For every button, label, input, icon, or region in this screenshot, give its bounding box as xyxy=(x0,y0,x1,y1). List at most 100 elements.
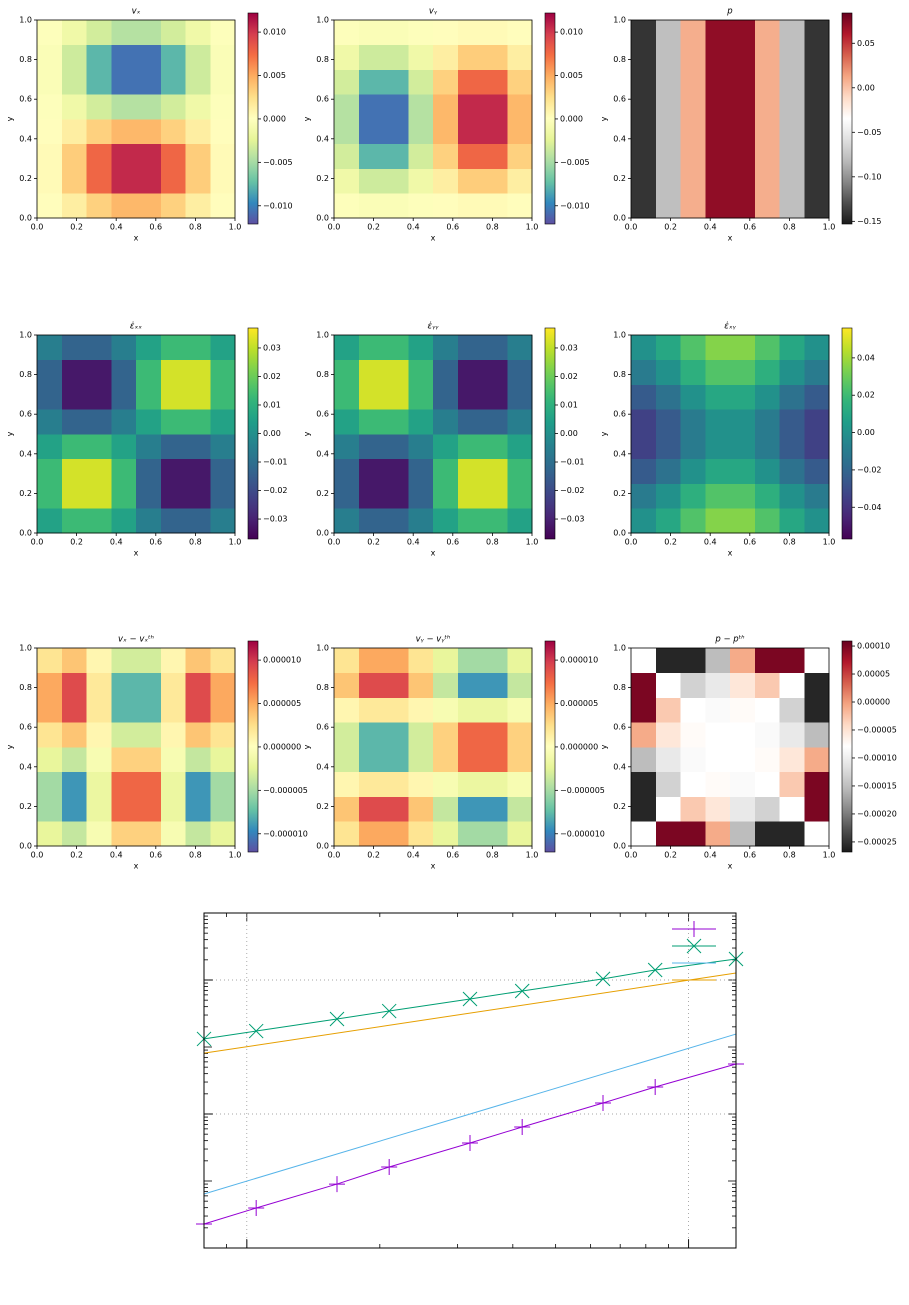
y-tick-label: 1.0 xyxy=(613,644,626,653)
heatmap-cell xyxy=(86,94,112,120)
heatmap-cell xyxy=(185,168,211,194)
heatmap-cell xyxy=(37,94,63,120)
heatmap-cell xyxy=(408,648,434,674)
heatmap-cell xyxy=(507,722,533,748)
heatmap-cell xyxy=(136,335,162,361)
heatmap-cell xyxy=(408,143,434,169)
y-tick-label: 0.4 xyxy=(19,762,32,771)
y-tick-label: 0.0 xyxy=(316,842,329,851)
y-tick-label: 0.0 xyxy=(316,214,329,223)
heatmap-cell xyxy=(804,143,830,169)
colorbar-tick-label: −0.000005 xyxy=(560,786,605,795)
heatmap-cell xyxy=(655,434,681,460)
y-tick-label: 0.8 xyxy=(613,683,626,692)
heatmap-cell xyxy=(482,168,508,194)
heatmap-cell xyxy=(383,335,409,361)
heatmap-cell xyxy=(408,119,434,145)
heatmap-cell xyxy=(457,335,483,361)
heatmap-cell xyxy=(86,384,112,410)
heatmap-cell xyxy=(631,359,657,385)
heatmap-cell xyxy=(185,94,211,120)
data-point xyxy=(248,1023,264,1039)
colorbar-tick-label: −0.00015 xyxy=(857,781,897,790)
colorbar-tick-label: 0.01 xyxy=(560,400,578,409)
heatmap-cell xyxy=(804,747,830,773)
heatmap-cell xyxy=(705,384,731,410)
heatmap-cell xyxy=(705,193,731,219)
colorbar-tick-label: 0.000010 xyxy=(263,656,301,665)
heatmap-cell xyxy=(705,94,731,120)
heatmap-cell xyxy=(61,94,87,120)
x-tick-label: 0.8 xyxy=(189,538,202,547)
heatmap-cell xyxy=(408,335,434,361)
heatmap-cell xyxy=(61,168,87,194)
heatmap-cell xyxy=(507,483,533,509)
heatmap-cell xyxy=(730,20,756,46)
plot-frame xyxy=(203,912,737,1249)
colorbar-tick-label: −0.010 xyxy=(560,201,590,210)
x-tick-label: 0.2 xyxy=(664,538,677,547)
heatmap-cell xyxy=(37,335,63,361)
colorbar-tick-label: −0.02 xyxy=(560,486,585,495)
colorbar-tick-label: 0.000005 xyxy=(263,699,301,708)
x-tick-label: 0.4 xyxy=(110,223,123,232)
heatmap-cell xyxy=(433,821,459,847)
x-tick-label: 0.8 xyxy=(486,538,499,547)
heatmap-cell xyxy=(160,796,186,822)
heatmap-cell xyxy=(358,168,384,194)
heatmap-cell xyxy=(111,672,137,698)
data-point xyxy=(647,962,663,978)
x-tick-label: 0.2 xyxy=(367,223,380,232)
heatmap-cell xyxy=(433,796,459,822)
x-axis-label: x xyxy=(134,234,139,243)
heatmap-cell xyxy=(655,168,681,194)
y-tick-label: 0.2 xyxy=(613,489,626,498)
colorbar-tick-label: 0.03 xyxy=(263,343,281,352)
series-line xyxy=(203,1033,737,1195)
heatmap-cell xyxy=(804,821,830,847)
heatmap-cell xyxy=(507,119,533,145)
heatmap-cell xyxy=(358,143,384,169)
x-tick-label: 0.0 xyxy=(328,223,341,232)
heatmap-cell xyxy=(779,193,805,219)
y-tick-label: 0.2 xyxy=(316,802,329,811)
y-tick-label: 0.4 xyxy=(613,449,626,458)
heatmap-cell xyxy=(111,697,137,723)
heatmap-cell xyxy=(160,384,186,410)
heatmap-cell xyxy=(680,672,706,698)
heatmap-cell xyxy=(730,648,756,674)
heatmap-cell xyxy=(754,359,780,385)
heatmap-cell xyxy=(804,44,830,70)
heatmap-cell xyxy=(804,335,830,361)
colorbar-tick-label: 0.02 xyxy=(560,372,578,381)
heatmap-cell xyxy=(655,119,681,145)
heatmap-cell xyxy=(111,508,137,534)
heatmap-cell xyxy=(136,20,162,46)
heatmap-cell xyxy=(86,697,112,723)
y-tick-label: 0.6 xyxy=(613,95,626,104)
colorbar-tick-label: −0.00025 xyxy=(857,837,897,846)
heatmap-cell xyxy=(730,335,756,361)
y-tick-label: 1.0 xyxy=(19,331,32,340)
x-tick-label: 0.0 xyxy=(328,538,341,547)
heatmap-cell xyxy=(111,796,137,822)
heatmap-cell xyxy=(334,508,360,534)
heatmap-cell xyxy=(507,648,533,674)
y-tick-label: 0.0 xyxy=(613,214,626,223)
heatmap-cell xyxy=(457,143,483,169)
heatmap-cell xyxy=(433,483,459,509)
heatmap-cell xyxy=(185,722,211,748)
heatmap-cell xyxy=(705,747,731,773)
heatmap-cell xyxy=(37,483,63,509)
heatmap-cell xyxy=(457,483,483,509)
colorbar-tick-label: −0.01 xyxy=(560,458,585,467)
heatmap-cell xyxy=(482,94,508,120)
x-tick-label: 0.4 xyxy=(704,851,717,860)
heatmap-cell xyxy=(457,648,483,674)
heatmap-cell xyxy=(358,434,384,460)
heatmap-cell xyxy=(433,434,459,460)
y-tick-label: 0.8 xyxy=(316,370,329,379)
heatmap-cell xyxy=(358,458,384,484)
heatmap-cell xyxy=(136,697,162,723)
heatmap-cell xyxy=(383,747,409,773)
